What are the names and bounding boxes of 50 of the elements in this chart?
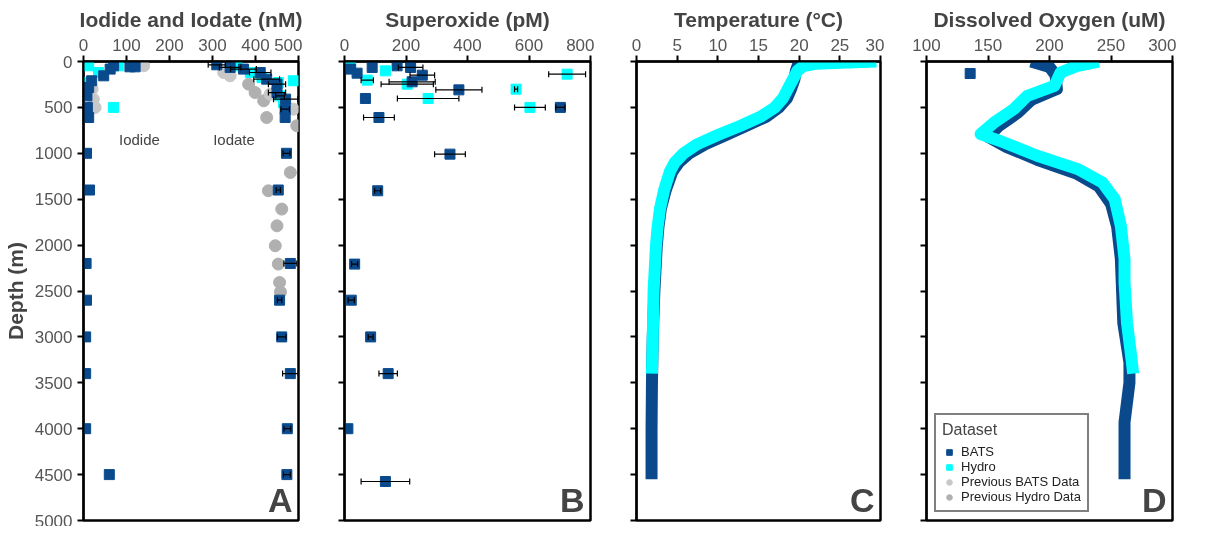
x-tick-label: 100 [912,35,941,55]
legend-title: Dataset [942,421,999,439]
x-tick-label: 800 [566,35,595,55]
y-tick-label: 5000 [34,511,73,531]
x-tick-label: 500 [274,35,303,55]
annotation: D [1141,480,1167,519]
x-tick-label: 100 [112,35,141,55]
x-tick-label: 10 [708,35,728,55]
x-tick-label: 400 [453,35,482,55]
annotation: C [849,480,875,519]
legend-label: Hydro [961,459,996,474]
chart-title: Temperature (°C) [673,7,844,31]
y-tick-label: 3500 [34,373,73,393]
y-tick-label: 2000 [34,236,73,256]
annotation: Iodide [118,131,160,149]
y-tick-label: 1000 [34,144,73,164]
x-tick-label: 200 [391,35,421,55]
x-tick-label: 200 [155,35,184,55]
x-tick-label: 0 [78,35,89,55]
chart-title: Dissolved Oxygen (uM) [933,7,1166,31]
y-tick-label: 500 [44,98,73,118]
legend-label: BATS [961,444,994,459]
annotation: Iodate [213,131,255,149]
chart-title: Superoxide (pM) [385,7,550,31]
x-tick-label: 30 [865,35,885,55]
x-tick-label: 0 [631,35,642,55]
y-tick-label: 1500 [34,190,73,210]
y-tick-label: 4000 [34,419,73,439]
x-tick-label: 200 [1035,35,1064,55]
y-tick-label: 2500 [34,282,73,301]
annotation: B [559,480,585,519]
annotation: A [267,480,293,519]
y-axis-title: Depth (m) [3,241,27,340]
x-tick-label: 25 [830,35,850,55]
x-tick-label: 300 [1148,35,1177,55]
x-tick-label: 150 [973,35,1003,55]
x-tick-label: 600 [514,35,544,55]
y-tick-label: 0 [63,52,73,72]
y-tick-label: 4500 [34,465,73,485]
y-tick-label: 3000 [34,327,73,347]
x-tick-label: 0 [339,35,350,55]
legend-label: Previous Hydro Data [961,489,1081,504]
x-tick-label: 300 [198,35,227,55]
x-tick-label: 5 [672,35,682,55]
x-tick-label: 20 [789,35,809,55]
chart-title: Iodide and Iodate (nM) [79,7,303,31]
legend-label: Previous BATS Data [961,474,1080,489]
x-tick-label: 250 [1096,35,1126,55]
x-tick-label: 400 [241,35,270,55]
x-tick-label: 15 [749,35,768,55]
